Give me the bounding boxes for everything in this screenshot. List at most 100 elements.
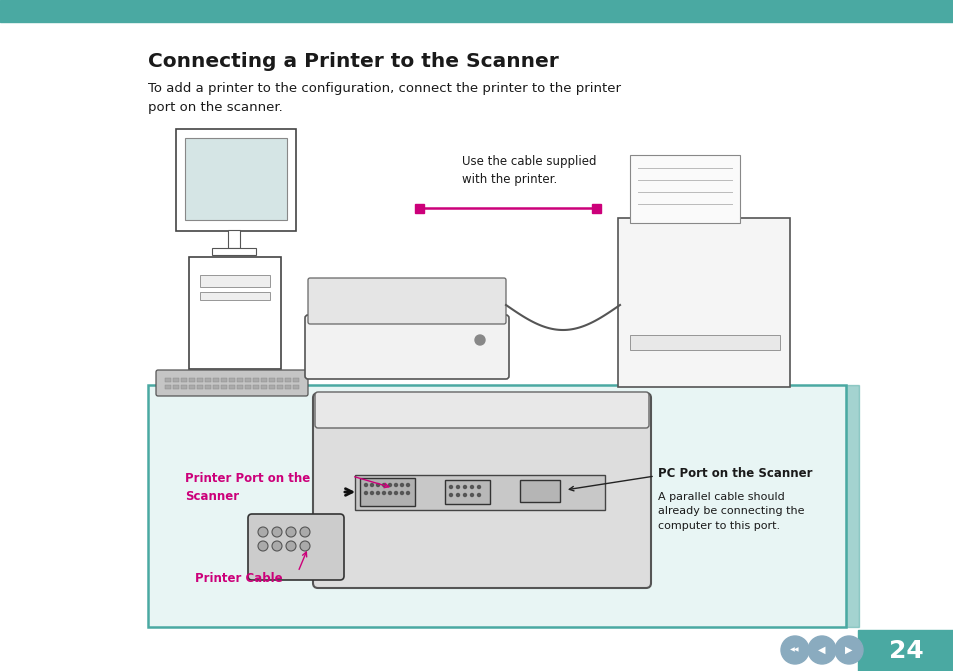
Bar [519, 480, 559, 502]
Bar [269, 385, 274, 389]
Circle shape [370, 491, 374, 495]
Circle shape [475, 335, 484, 345]
Circle shape [286, 527, 295, 537]
Bar [196, 385, 203, 389]
Circle shape [364, 484, 367, 486]
Bar [181, 385, 187, 389]
FancyBboxPatch shape [156, 370, 308, 396]
Circle shape [388, 491, 391, 495]
Bar [857, 630, 953, 671]
Circle shape [463, 493, 466, 497]
Circle shape [470, 493, 473, 497]
Bar [276, 385, 283, 389]
Bar [261, 385, 267, 389]
Circle shape [477, 486, 480, 488]
Bar [416, 203, 424, 213]
Bar [253, 385, 258, 389]
Text: ◀: ◀ [818, 645, 825, 655]
Text: 24: 24 [887, 639, 923, 662]
Circle shape [257, 527, 268, 537]
Circle shape [299, 541, 310, 551]
Text: A parallel cable should
already be connecting the
computer to this port.: A parallel cable should already be conne… [658, 492, 803, 531]
Bar [205, 378, 211, 382]
Bar [172, 385, 179, 389]
Circle shape [395, 491, 397, 495]
Circle shape [477, 493, 480, 497]
Bar [269, 378, 274, 382]
FancyBboxPatch shape [175, 129, 295, 231]
Circle shape [364, 491, 367, 495]
FancyBboxPatch shape [305, 315, 509, 379]
Text: Connecting a Printer to the Scanner: Connecting a Printer to the Scanner [148, 52, 558, 71]
Circle shape [370, 484, 374, 486]
Bar [165, 385, 171, 389]
Circle shape [395, 484, 397, 486]
FancyBboxPatch shape [313, 393, 650, 588]
Circle shape [376, 484, 379, 486]
FancyBboxPatch shape [189, 257, 281, 369]
Circle shape [406, 484, 409, 486]
Bar [196, 378, 203, 382]
Text: Use the cable supplied
with the printer.: Use the cable supplied with the printer. [461, 155, 596, 186]
Circle shape [382, 491, 385, 495]
Bar [205, 385, 211, 389]
Circle shape [400, 484, 403, 486]
Bar [236, 385, 243, 389]
Bar [200, 275, 270, 287]
Bar [236, 378, 243, 382]
Bar [285, 378, 291, 382]
Bar [228, 230, 240, 248]
Bar [172, 378, 179, 382]
Circle shape [449, 493, 452, 497]
Bar [229, 378, 234, 382]
Text: To add a printer to the configuration, connect the printer to the printer
port o: To add a printer to the configuration, c… [148, 82, 620, 114]
Circle shape [382, 484, 385, 486]
Circle shape [272, 541, 282, 551]
Bar [629, 335, 780, 350]
Circle shape [807, 636, 835, 664]
Circle shape [286, 541, 295, 551]
Bar [229, 385, 234, 389]
Bar [221, 385, 227, 389]
Circle shape [400, 491, 403, 495]
Text: Printer Port on the
Scanner: Printer Port on the Scanner [185, 472, 310, 503]
Bar [253, 378, 258, 382]
Text: ▶: ▶ [844, 645, 852, 655]
Circle shape [388, 484, 391, 486]
Text: Printer Cable: Printer Cable [194, 572, 282, 585]
Bar [293, 385, 298, 389]
Bar [245, 378, 251, 382]
Bar [200, 292, 270, 300]
Circle shape [456, 493, 459, 497]
Bar [293, 378, 298, 382]
Bar [845, 385, 858, 627]
Circle shape [781, 636, 808, 664]
Bar [359, 478, 415, 506]
Bar [629, 155, 740, 223]
Circle shape [449, 486, 452, 488]
Bar [181, 378, 187, 382]
FancyBboxPatch shape [314, 392, 648, 428]
Bar [189, 378, 194, 382]
Circle shape [463, 486, 466, 488]
Bar [221, 378, 227, 382]
Bar [245, 385, 251, 389]
Circle shape [272, 527, 282, 537]
Circle shape [257, 541, 268, 551]
Bar [165, 378, 171, 382]
Bar [276, 378, 283, 382]
Circle shape [406, 491, 409, 495]
FancyBboxPatch shape [618, 218, 789, 387]
Circle shape [834, 636, 862, 664]
Bar [0, 0, 953, 22]
Bar [285, 385, 291, 389]
Text: ◀◀: ◀◀ [789, 648, 799, 652]
Circle shape [299, 527, 310, 537]
FancyBboxPatch shape [148, 385, 845, 627]
Bar [189, 385, 194, 389]
Bar [261, 378, 267, 382]
Circle shape [456, 486, 459, 488]
Text: PC Port on the Scanner: PC Port on the Scanner [658, 467, 812, 480]
Bar [185, 138, 287, 220]
Bar [212, 248, 255, 255]
